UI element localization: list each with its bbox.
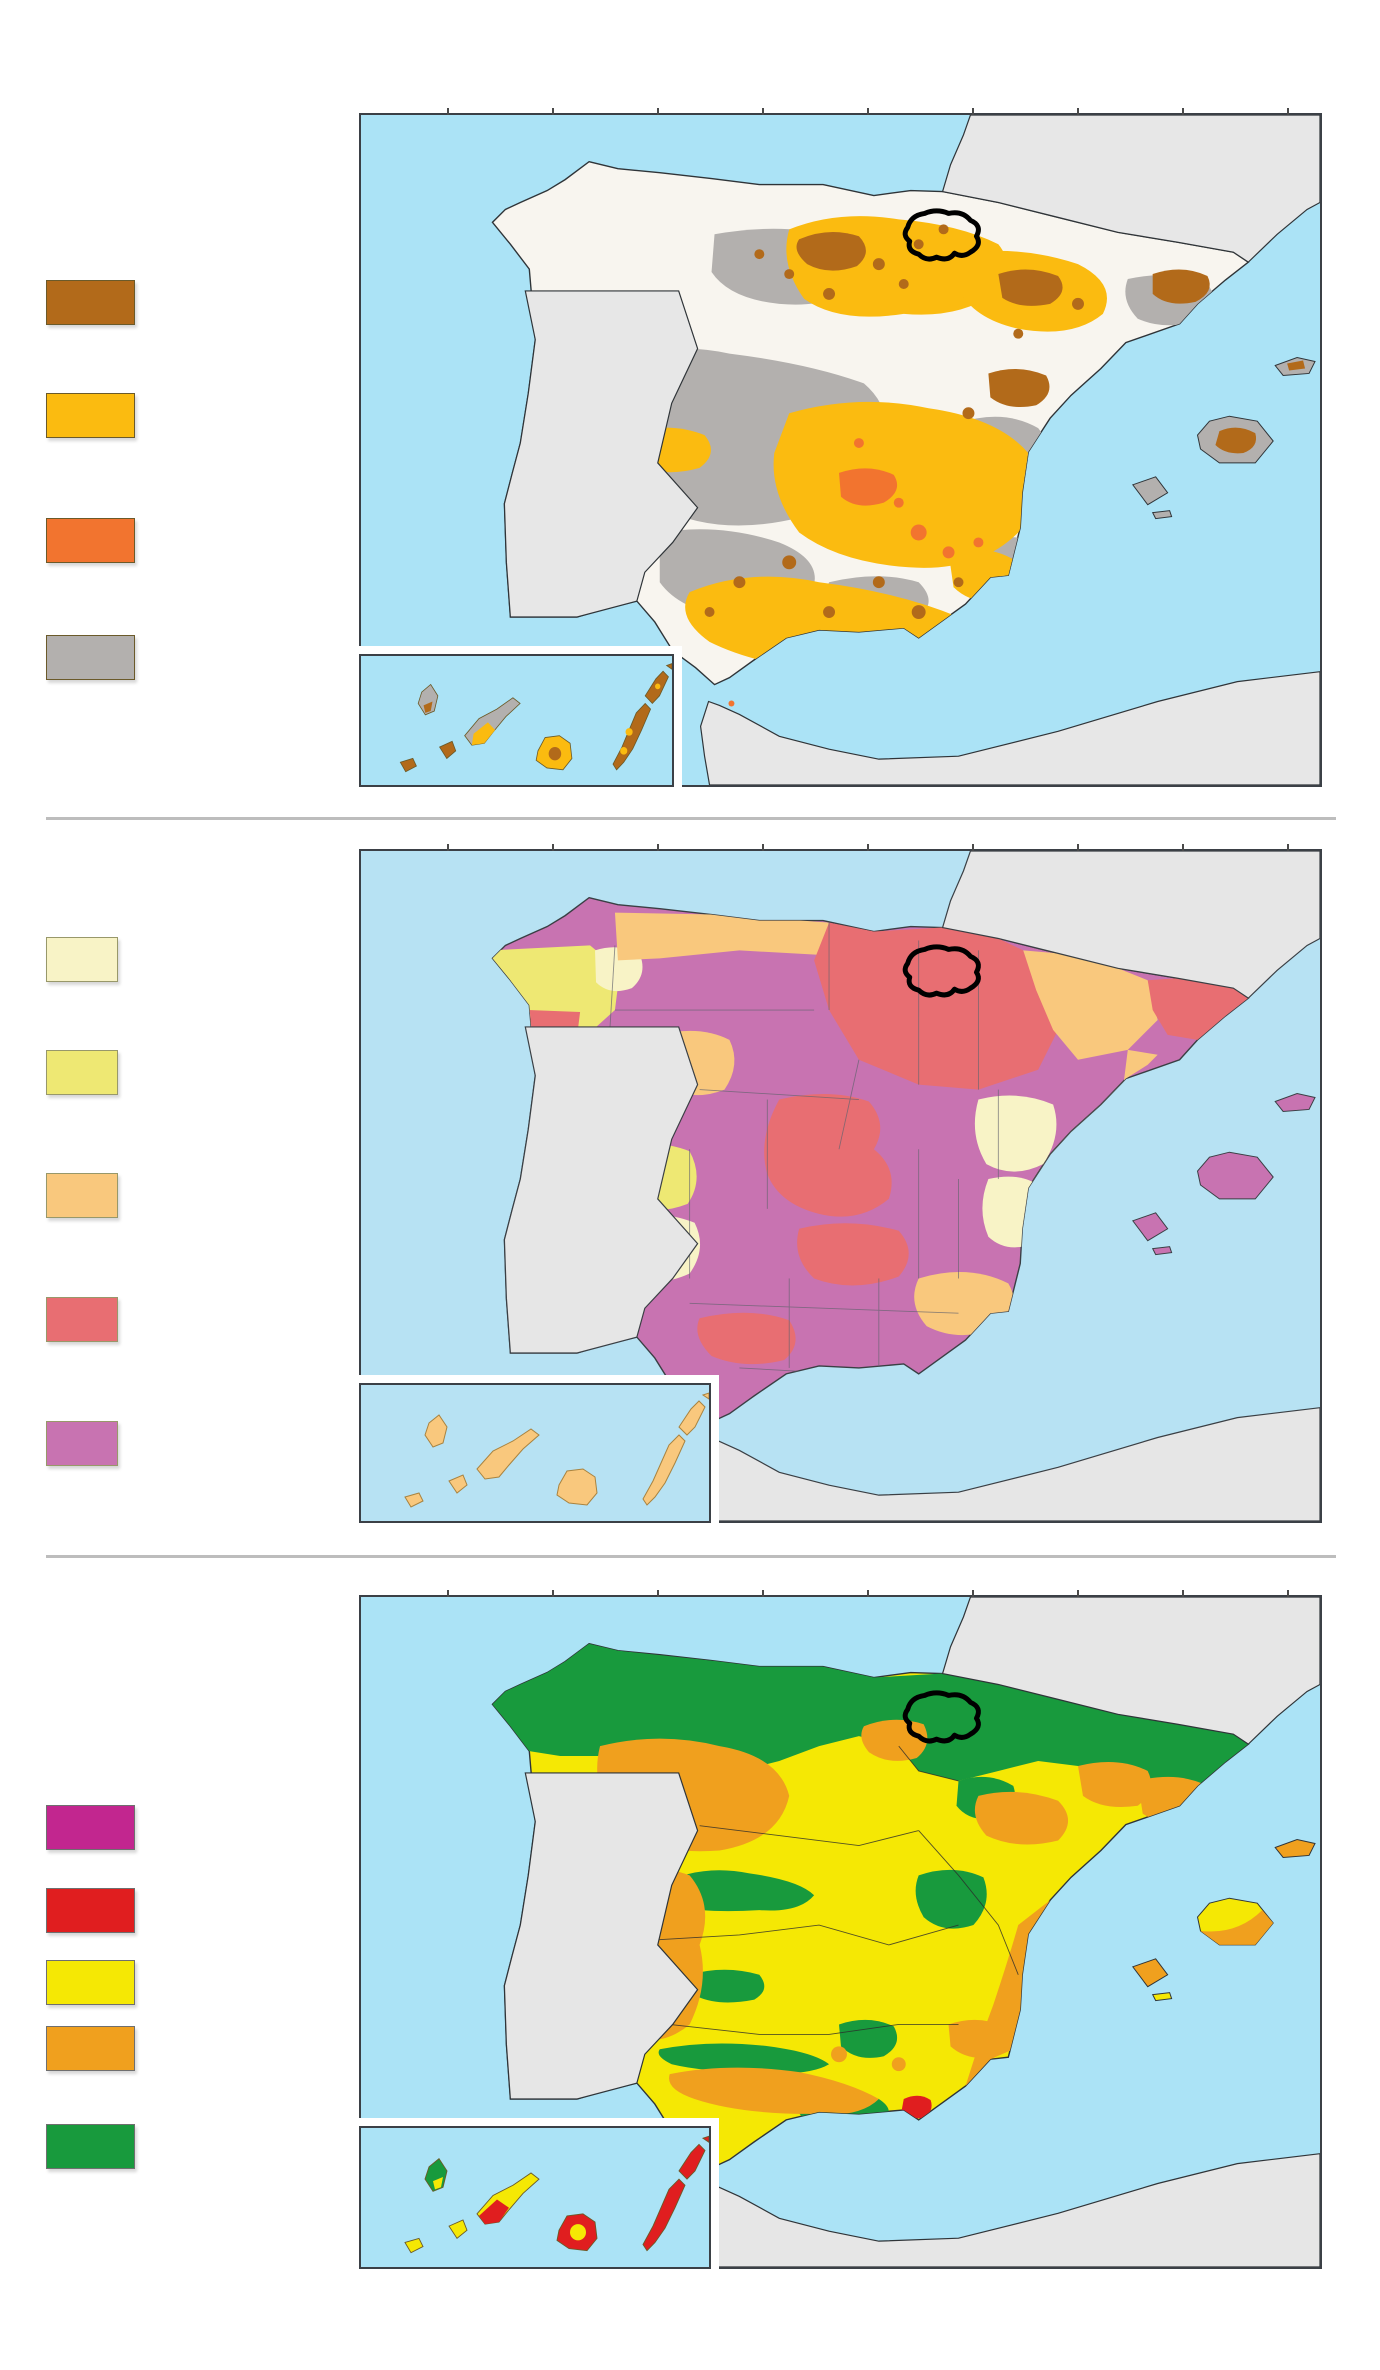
el-hierro <box>404 2237 424 2254</box>
panel-1-legend <box>0 0 200 817</box>
panel-2-map-frame <box>359 844 1322 1523</box>
legend-swatch-orange <box>46 2026 135 2071</box>
tenerife <box>476 1428 540 1480</box>
panel-1 <box>0 0 1380 817</box>
portugal <box>503 1772 699 2100</box>
fuerteventura <box>642 1434 686 1506</box>
canary-islands-inset <box>359 654 674 787</box>
ceuta-dot <box>728 700 735 707</box>
legend-swatch-orchid-purple <box>46 1421 118 1466</box>
panel-2-legend <box>0 820 200 1555</box>
graticule-ticks <box>447 108 1314 115</box>
panel-3-data-patches <box>492 1643 1249 2128</box>
panel-3 <box>0 1558 1380 2370</box>
panel-3-legend <box>0 1558 200 2370</box>
highlight-region-outline <box>902 208 981 262</box>
france <box>941 115 1320 263</box>
legend-swatch-amber-yellow <box>46 393 135 438</box>
canary-inset-map <box>361 2128 709 2267</box>
panel-2-map <box>491 851 1320 1521</box>
el-hierro <box>399 757 417 773</box>
la-graciosa <box>701 2135 709 2143</box>
panel-1-map <box>491 115 1320 785</box>
france <box>941 851 1320 999</box>
legend-swatch-light-yellow <box>46 1050 118 1095</box>
la-palma <box>417 683 439 716</box>
legend-swatch-pale-cream <box>46 937 118 982</box>
la-palma <box>424 1414 448 1448</box>
legend-swatch-salmon-red <box>46 1297 118 1342</box>
panel-2 <box>0 820 1380 1555</box>
la-graciosa <box>701 1392 709 1400</box>
north-africa <box>699 2153 1320 2267</box>
legend-swatch-orange <box>46 518 135 563</box>
portugal <box>503 1026 699 1354</box>
la-graciosa <box>665 663 672 670</box>
legend-swatch-gray <box>46 635 135 680</box>
panel-3-map <box>491 1597 1320 2267</box>
legend-swatch-magenta <box>46 1805 135 1850</box>
canary-islands-inset <box>359 1383 711 1523</box>
canary-islands-inset <box>359 2126 711 2269</box>
canary-inset-map <box>361 656 672 785</box>
legend-swatch-green <box>46 2124 135 2169</box>
graticule-ticks <box>447 844 1314 851</box>
section-divider-2 <box>46 1555 1336 1558</box>
highlight-region-outline <box>902 1690 981 1744</box>
canary-inset-map <box>361 1385 709 1521</box>
legend-swatch-yellow <box>46 1960 135 2005</box>
lanzarote <box>678 2143 706 2180</box>
highlight-region-outline <box>902 944 981 998</box>
north-africa <box>699 671 1320 785</box>
panel-1-map-frame <box>359 108 1322 787</box>
fuerteventura <box>642 2178 686 2252</box>
panel-3-map-frame <box>359 1590 1322 2269</box>
legend-swatch-red <box>46 1888 135 1933</box>
la-gomera <box>439 740 457 760</box>
legend-swatch-apricot <box>46 1173 118 1218</box>
el-hierro <box>404 1492 424 1508</box>
section-divider-1 <box>46 817 1336 820</box>
balearic-islands <box>1131 357 1316 520</box>
lanzarote <box>678 1400 706 1436</box>
north-africa <box>699 1407 1320 1521</box>
red-spot-southeast-coast <box>901 2095 932 2119</box>
legend-swatch-dark-brown <box>46 280 135 325</box>
balearic-islands <box>1131 1839 1316 2002</box>
la-gomera <box>448 1474 468 1494</box>
france <box>941 1597 1320 1745</box>
portugal <box>503 290 699 618</box>
gran-canaria <box>556 1468 598 1506</box>
balearic-islands <box>1131 1093 1316 1256</box>
graticule-ticks <box>447 1590 1314 1597</box>
la-gomera <box>448 2219 468 2240</box>
